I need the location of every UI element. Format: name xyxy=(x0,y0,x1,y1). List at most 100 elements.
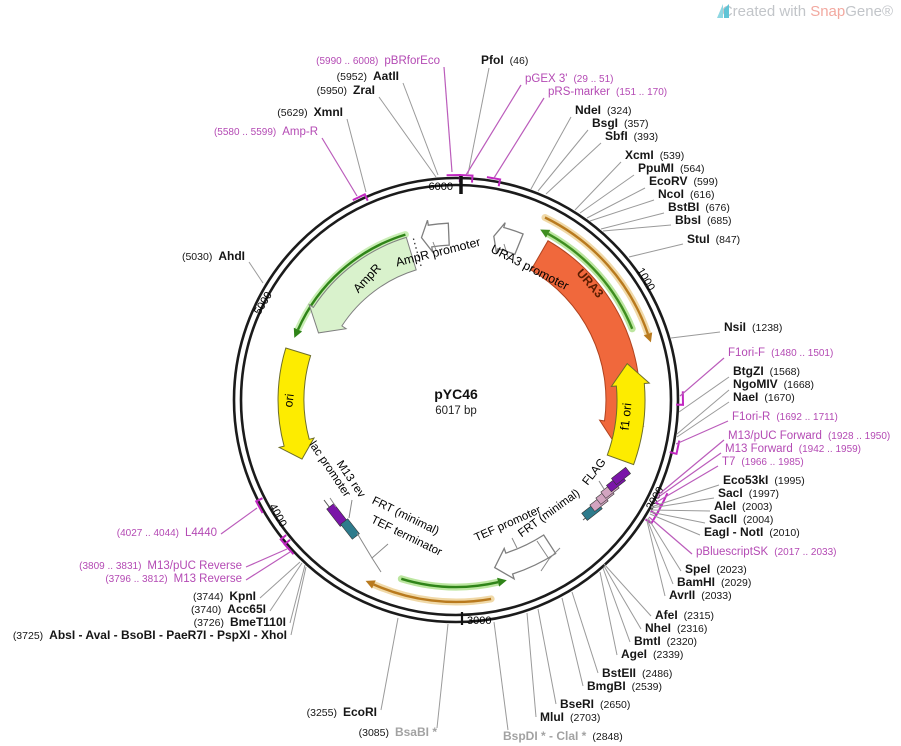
primer-binding-mark xyxy=(486,176,502,187)
site-label-zrai: (5950) ZraI xyxy=(317,83,375,97)
top-tan-arc xyxy=(544,216,650,335)
feature-label-line xyxy=(329,497,337,508)
site-label-f1ori-r: F1ori-R (1692 .. 1711) xyxy=(732,411,838,423)
site-label-sacii: SacII (2004) xyxy=(709,512,773,526)
top-green-arc xyxy=(547,232,634,330)
feature-label-ori: ori xyxy=(281,393,297,408)
site-label-bspdi-clai: BspDI * - ClaI * (2848) xyxy=(503,729,623,743)
callout-line-bamhi xyxy=(646,518,674,585)
site-label-xcmi: XcmI (539) xyxy=(625,148,684,162)
callout-line-mlui xyxy=(526,612,537,718)
feature-label-line xyxy=(598,480,605,490)
feature-label-flag: FLAG xyxy=(580,456,609,488)
site-label-xmni: (5629) XmnI xyxy=(277,105,343,119)
site-label-bseri: BseRI (2650) xyxy=(560,697,630,711)
site-label-eco53ki: Eco53kI (1995) xyxy=(723,473,805,487)
callout-line-prs-marker xyxy=(493,97,545,179)
feature-band-f1-ori xyxy=(606,362,651,466)
site-label-nsii: NsiI (1238) xyxy=(724,320,782,334)
site-label-btgzi: BtgZI (1568) xyxy=(733,364,800,378)
site-label-amp-r: (5580 .. 5599) Amp-R xyxy=(214,126,318,138)
bottom-green-arc-arrowhead xyxy=(497,577,507,587)
callout-line-bstbi xyxy=(600,212,665,230)
site-label-mlui: MluI (2703) xyxy=(540,710,600,724)
callout-line-absi-avai-bsobi-paer7i-pspxi-xhoi xyxy=(290,566,307,636)
callout-line-acc65i xyxy=(269,562,303,612)
site-label-nhei: NheI (2316) xyxy=(645,621,707,635)
site-label-bsgi: BsgI (357) xyxy=(592,116,649,130)
site-label-pbluescriptsk: pBluescriptSK (2017 .. 2033) xyxy=(696,546,837,558)
primer-binding-mark xyxy=(459,174,474,183)
primer-binding-mark xyxy=(352,192,369,202)
ampr-direction-arc xyxy=(296,233,406,331)
feature-band-ori xyxy=(277,347,316,460)
callout-line-xmni xyxy=(346,118,367,193)
callout-line-bsabi xyxy=(436,623,449,729)
plasmid-title: pYC46 6017 bp xyxy=(434,386,478,418)
top-green-arc-arrowhead xyxy=(540,229,551,238)
flag-block-purple-2 xyxy=(611,466,631,486)
site-label-bstbi: BstBI (676) xyxy=(668,200,730,214)
site-label-bbsi: BbsI (685) xyxy=(675,213,732,227)
callout-line-amp-r xyxy=(321,137,358,197)
callout-line-bmti xyxy=(602,567,631,643)
callout-line-ppumi xyxy=(579,174,635,214)
callout-line-alei xyxy=(650,509,711,512)
primer-binding-mark xyxy=(254,497,264,514)
callout-wedge xyxy=(356,532,389,559)
watermark-prefix: Created with xyxy=(721,3,811,20)
ampr-boundary-dots xyxy=(412,236,422,267)
primer-binding-mark xyxy=(675,391,685,406)
callout-line-zrai xyxy=(378,96,437,178)
callout-line-spei xyxy=(647,517,682,572)
callout-line-agei xyxy=(599,571,618,656)
plasmid-backbone-inner xyxy=(239,183,673,617)
callout-line-pfoi xyxy=(467,67,490,175)
plasmid-size: 6017 bp xyxy=(435,404,477,417)
bottom-tan-arc xyxy=(373,583,492,604)
watermark: Created with SnapGene® xyxy=(716,3,893,20)
callout-line-t7 xyxy=(654,465,719,504)
site-label-alei: AleI (2003) xyxy=(714,499,772,513)
callout-line-bseri xyxy=(537,608,557,705)
callout-line-ecorv xyxy=(586,187,646,219)
callout-line-m13-puc-forward xyxy=(657,439,725,496)
callout-line-eagi-noti xyxy=(649,513,701,536)
callout-line-ngomiv xyxy=(676,389,730,435)
callout-line-bspdi-clai xyxy=(493,621,509,731)
site-label-bmet110i: (3726) BmeT110I xyxy=(194,615,286,629)
site-label-pgex-3: pGEX 3' (29 .. 51) xyxy=(525,73,614,85)
tick-label-1000: 1000 xyxy=(634,266,657,293)
callout-line-sacii xyxy=(649,511,706,524)
callout-line-ncoi xyxy=(589,199,655,222)
callout-line-aatii xyxy=(402,82,439,176)
primer-binding-mark xyxy=(669,440,681,456)
site-label-bmti: BmtI (2320) xyxy=(634,634,697,648)
callout-line-saci xyxy=(650,497,715,509)
site-label-m13-forward: M13 Forward (1942 .. 1959) xyxy=(725,443,861,455)
site-label-sbfi: SbfI (393) xyxy=(605,129,658,143)
site-label-l4440: (4027 .. 4044) L4440 xyxy=(117,527,217,539)
callout-line-btgzi xyxy=(678,376,730,413)
callout-line-avrii xyxy=(646,520,666,597)
promoter-arrow-tef-promoter xyxy=(493,534,557,581)
bottom-green-arc xyxy=(400,577,499,589)
callout-line-sbfi xyxy=(545,142,602,195)
site-label-ncoi: NcoI (616) xyxy=(658,187,715,201)
site-label-avrii: AvrII (2033) xyxy=(669,588,732,602)
site-label-agei: AgeI (2339) xyxy=(621,647,683,661)
site-label-m13-reverse: (3796 .. 3812) M13 Reverse xyxy=(105,573,242,585)
ampr-direction-arc-arrowhead xyxy=(293,327,303,338)
feature-band-ampr xyxy=(308,236,417,334)
site-label-eagi-noti: EagI - NotI (2010) xyxy=(704,525,800,539)
plasmid-backbone-outer xyxy=(232,176,680,624)
tick-label-6000: 6000 xyxy=(429,181,453,193)
site-label-pbrforeco: (5990 .. 6008) pBRforEco xyxy=(316,55,440,67)
callout-line-m13-forward xyxy=(656,452,722,499)
callout-wedge xyxy=(371,557,382,573)
callout-line-f1ori-r xyxy=(675,420,729,445)
site-label-afei: AfeI (2315) xyxy=(655,608,714,622)
site-label-saci: SacI (1997) xyxy=(718,486,779,500)
site-label-ppumi: PpuMI (564) xyxy=(638,161,705,175)
